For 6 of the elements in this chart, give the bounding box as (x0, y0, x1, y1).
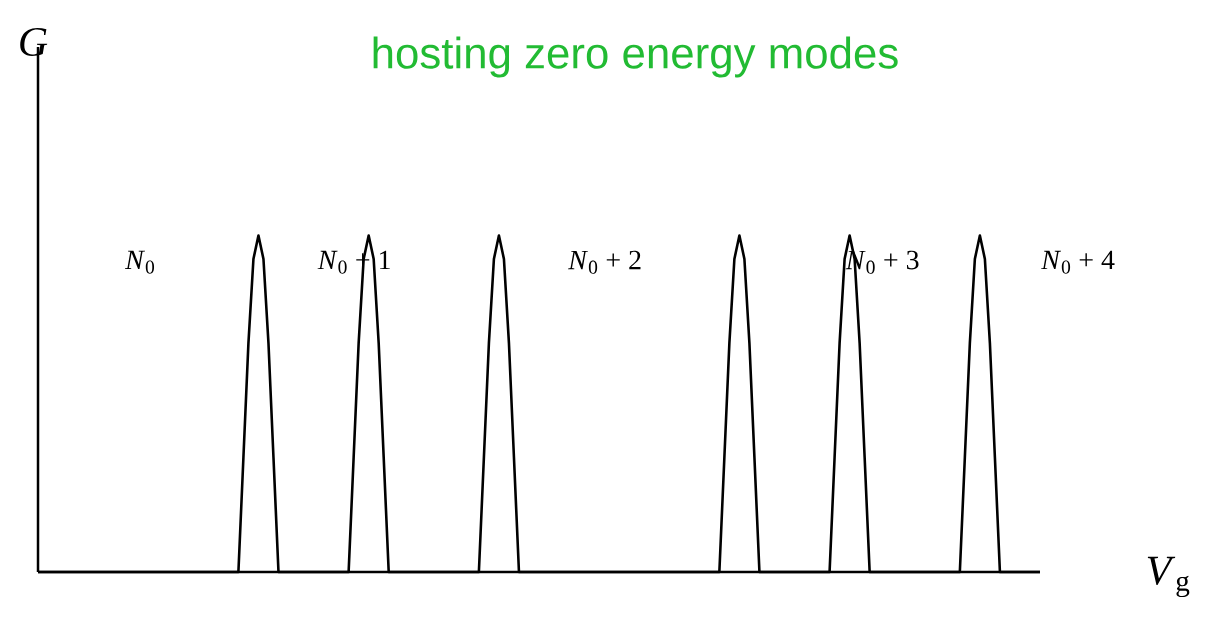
y-axis-title: G (20, 27, 48, 57)
annotation: N$_{0}$ + 2 (568, 250, 641, 274)
annotation: N$_{0}$ (124, 250, 155, 274)
x-axis-title: V$_{g}$ (1147, 556, 1190, 598)
text: N$_{0}$ + 4 (1040, 250, 1115, 274)
chart-title: hosting zero energy modes (373, 36, 898, 78)
